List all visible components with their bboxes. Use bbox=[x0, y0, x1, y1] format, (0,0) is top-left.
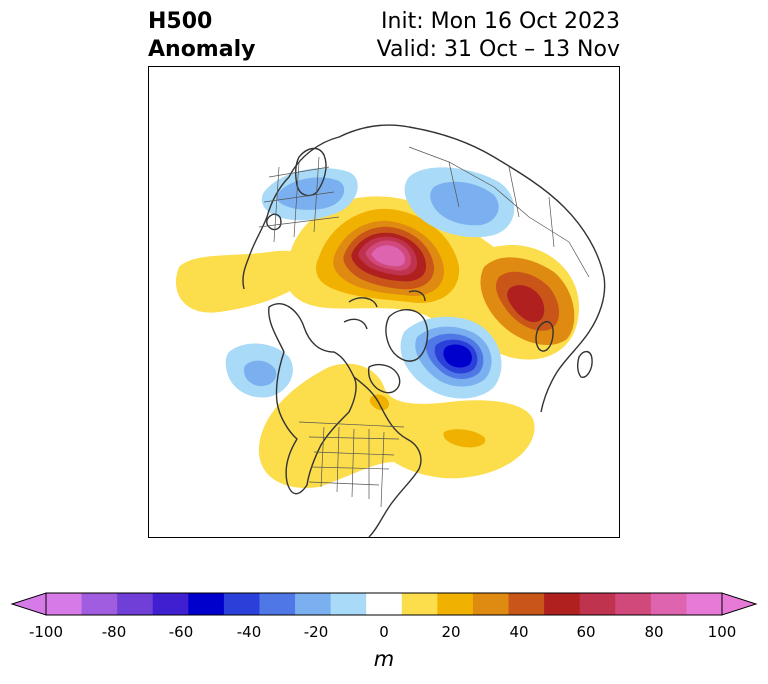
colorbar-segments bbox=[10, 592, 758, 616]
variable-subtitle: Anomaly bbox=[148, 37, 256, 62]
colorbar-tick-label: -100 bbox=[28, 623, 64, 641]
init-date: Init: Mon 16 Oct 2023 bbox=[381, 9, 620, 34]
colorbar-tick-label: -80 bbox=[101, 623, 127, 641]
borders-europe bbox=[258, 156, 340, 243]
anomaly-positive-siberia-60 bbox=[507, 285, 545, 323]
colorbar-tick-label: 100 bbox=[707, 623, 737, 641]
anomaly-fills bbox=[175, 196, 579, 488]
colorbar-tick-label: 60 bbox=[576, 623, 596, 641]
colorbar-outline bbox=[45, 592, 723, 616]
borders-asia bbox=[408, 146, 590, 278]
anomaly-map bbox=[148, 66, 620, 538]
coastline-hudson-bay bbox=[367, 364, 401, 394]
colorbar-tick-label: 0 bbox=[379, 623, 389, 641]
colorbar-segment bbox=[401, 593, 438, 615]
coastline-kamchatka bbox=[535, 321, 554, 352]
anomaly-positive-north-pacific bbox=[175, 250, 315, 313]
colorbar-segment bbox=[295, 593, 332, 615]
coastline-british-isles bbox=[266, 213, 282, 231]
anomaly-negative-scandinavia-20 bbox=[276, 177, 345, 210]
colorbar-tick-label: 80 bbox=[644, 623, 664, 641]
colorbar-unit: m bbox=[373, 647, 395, 671]
map-canvas bbox=[175, 124, 606, 537]
political-borders bbox=[258, 146, 590, 508]
anomaly-negative-russia-20 bbox=[430, 181, 499, 226]
anomaly-negative-pacific-20 bbox=[244, 360, 277, 387]
colorbar-segment bbox=[472, 593, 510, 615]
colorbar-segment bbox=[650, 593, 688, 615]
colorbar-segment bbox=[579, 593, 616, 615]
colorbar-extend-max bbox=[721, 592, 758, 616]
colorbar: -100 -80 -60 -40 -20 0 20 40 60 80 100 m bbox=[0, 585, 768, 680]
colorbar-segment bbox=[152, 593, 189, 615]
colorbar-tick-label: 20 bbox=[441, 623, 461, 641]
colorbar-segment bbox=[437, 593, 474, 615]
colorbar-tick-label: 40 bbox=[509, 623, 529, 641]
colorbar-segment bbox=[508, 593, 545, 615]
coastline-japan bbox=[576, 350, 593, 378]
coastline-north-america-east bbox=[353, 376, 422, 537]
anomaly-positive-atlantic-small bbox=[369, 394, 390, 411]
colorbar-segment bbox=[330, 593, 367, 615]
colorbar-segment bbox=[46, 593, 83, 615]
colorbar-segment bbox=[117, 593, 154, 615]
coastline-europe bbox=[242, 176, 290, 290]
colorbar-tick-label: -20 bbox=[303, 623, 329, 641]
colorbar-segment bbox=[259, 593, 296, 615]
colorbar-tick-label: -60 bbox=[168, 623, 194, 641]
coastline-north-america bbox=[268, 303, 357, 495]
coastline-eurasia bbox=[288, 124, 606, 413]
coastlines bbox=[242, 124, 606, 537]
map-title-left: H500 Anomaly bbox=[148, 8, 255, 64]
anomaly-positive-atlantic-20 bbox=[443, 429, 486, 448]
colorbar-segment bbox=[544, 593, 581, 615]
border-usa-canada bbox=[298, 421, 405, 428]
borders-usa-states bbox=[308, 426, 400, 508]
colorbar-segment bbox=[223, 593, 261, 615]
variable-title: H500 bbox=[148, 9, 213, 34]
anomaly-negative-bering-50 bbox=[443, 344, 472, 368]
colorbar-segment bbox=[686, 593, 723, 615]
colorbar-segment bbox=[615, 593, 652, 615]
colorbar-segment bbox=[366, 593, 403, 615]
colorbar-extend-min bbox=[10, 592, 47, 616]
map-title-right: Init: Mon 16 Oct 2023 Valid: 31 Oct – 13… bbox=[377, 8, 620, 64]
colorbar-segment bbox=[188, 593, 225, 615]
valid-range: Valid: 31 Oct – 13 Nov bbox=[376, 37, 620, 62]
colorbar-svg bbox=[10, 592, 758, 616]
anomaly-positive-north-america bbox=[258, 363, 535, 488]
negative-anomaly-fills bbox=[225, 167, 515, 399]
colorbar-tick-label: -40 bbox=[236, 623, 262, 641]
colorbar-segment bbox=[81, 593, 118, 615]
anomaly-positive-arctic-90 bbox=[371, 245, 405, 267]
coastline-greenland bbox=[385, 309, 429, 362]
coastline-arctic-islands bbox=[343, 290, 426, 330]
